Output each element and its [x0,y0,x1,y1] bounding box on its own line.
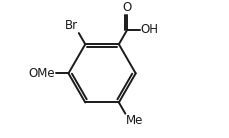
Text: Me: Me [125,114,143,127]
Text: O: O [122,1,131,14]
Text: Br: Br [65,19,78,32]
Text: OMe: OMe [28,67,55,80]
Text: OH: OH [140,23,158,36]
